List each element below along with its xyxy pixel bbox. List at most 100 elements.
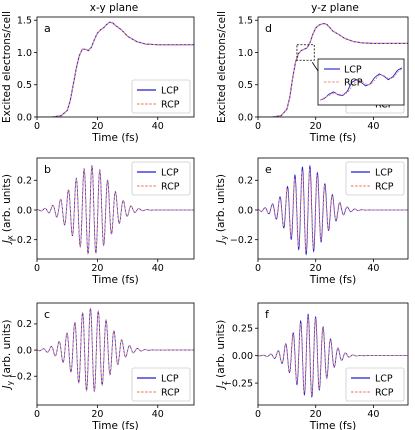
legend: LCP RCP <box>345 161 405 196</box>
series-line-rcp <box>37 307 194 392</box>
axes-frame <box>36 157 195 260</box>
panel-d: 0 20 40 0.0 0.5 1.0 1.5 Time (fs) Excited electr… <box>216 11 409 144</box>
column-title-left: x-y plane <box>90 2 139 14</box>
plot-area <box>258 313 408 398</box>
series-line-rcp <box>37 21 194 117</box>
panel-a: 0 20 40 0.0 0.5 1.0 1.5 Time (fs) Excited electr… <box>1 11 195 144</box>
plot-area <box>37 165 194 255</box>
legend: LCP RCP <box>131 367 191 402</box>
x-tick-label: 20 <box>310 263 322 274</box>
y-axis-label: Jy (arb. units) <box>215 174 229 245</box>
series-line-lcp <box>37 165 194 255</box>
x-tick-label: 0 <box>34 409 40 420</box>
plot-area <box>37 21 194 117</box>
y-tick-label: −0.2 <box>230 235 253 246</box>
axes-frame <box>36 302 195 406</box>
panel-label: f <box>265 308 270 321</box>
x-tick-label: 0 <box>255 263 261 274</box>
y-tick-label: 0.5 <box>238 80 253 91</box>
panel-e: 0 20 40 −0.2 0.0 0.2 Time (fs) Jy (arb. units) e… <box>215 157 409 286</box>
y-tick-label: 0.0 <box>238 205 253 216</box>
x-axis-label: Time (fs) <box>91 420 138 430</box>
legend-label: LCP <box>161 168 179 179</box>
panel-f: 0 20 40 −0.25 0.00 0.25 Time (fs) Jz (arb. unit… <box>215 302 409 430</box>
inset-legend-label: RCP <box>344 78 363 89</box>
y-tick-label: 0.0 <box>17 205 32 216</box>
y-axis-label: Excited electrons/cell <box>216 11 228 123</box>
x-tick-label: 40 <box>152 263 164 274</box>
legend: LCP RCP <box>131 161 191 196</box>
x-tick-label: 40 <box>367 263 379 274</box>
panel-label: b <box>44 163 51 176</box>
x-axis-label: Time (fs) <box>91 274 138 286</box>
x-tick-label: 20 <box>91 409 103 420</box>
y-tick-label: 0.0 <box>17 112 32 123</box>
x-axis-label: Time (fs) <box>309 274 356 286</box>
x-tick-label: 20 <box>310 409 322 420</box>
legend-label: LCP <box>161 86 179 97</box>
legend-label: RCP <box>161 388 180 399</box>
inset-line-rcp <box>319 68 403 101</box>
panel-label: a <box>44 22 51 35</box>
y-tick-label: −0.2 <box>9 235 32 246</box>
x-tick-label: 0 <box>34 121 40 132</box>
axes-frame <box>257 302 409 406</box>
x-tick-label: 20 <box>91 121 103 132</box>
panel-label: e <box>265 163 272 176</box>
legend-label: LCP <box>375 168 393 179</box>
x-axis-label: Time (fs) <box>309 132 356 144</box>
x-tick-label: 0 <box>255 409 261 420</box>
y-tick-label: 1.5 <box>238 16 253 27</box>
series-line-rcp <box>258 22 408 117</box>
inset-line-lcp <box>319 67 403 101</box>
legend-label: RCP <box>161 182 180 193</box>
y-tick-label: 1.0 <box>17 48 32 59</box>
column-title-right: y-z plane <box>311 2 359 14</box>
y-tick-label: 0.5 <box>17 80 32 91</box>
x-tick-label: 20 <box>310 121 322 132</box>
plot-area <box>258 164 408 256</box>
legend-label: RCP <box>375 388 394 399</box>
x-tick-label: 40 <box>152 409 164 420</box>
x-tick-label: 40 <box>152 121 164 132</box>
panel-label: c <box>44 308 50 321</box>
x-tick-label: 0 <box>34 263 40 274</box>
series-line-rcp <box>258 169 408 252</box>
axes-frame <box>257 16 409 118</box>
y-tick-label: 1.5 <box>17 16 32 27</box>
y-tick-label: 0.0 <box>17 345 32 356</box>
inset-plot: LCP RCP <box>317 58 405 106</box>
legend: LCP RCP <box>131 79 191 114</box>
y-axis-label: Excited electrons/cell <box>1 11 13 123</box>
x-tick-label: 20 <box>91 263 103 274</box>
inset-legend-label: LCP <box>344 65 362 76</box>
x-axis-label: Time (fs) <box>91 132 138 144</box>
legend-label: LCP <box>375 374 393 385</box>
panels-group: 0 20 40 0.0 0.5 1.0 1.5 Time (fs) Excited electr… <box>1 11 409 430</box>
legend-label: RCP <box>375 182 394 193</box>
y-tick-label: 0.0 <box>238 112 253 123</box>
y-tick-label: 0.2 <box>238 176 253 187</box>
panel-c: 0 20 40 −0.2 0.0 0.2 Time (fs) Jy (arb. units) c… <box>1 302 195 430</box>
legend: LCP RCP <box>345 367 405 402</box>
y-tick-label: 0.2 <box>17 176 32 187</box>
panel-b: 0 20 40 −0.2 0.0 0.2 Time (fs) Jx (arb. units) b… <box>1 157 195 286</box>
legend-label: LCP <box>161 374 179 385</box>
axes-frame <box>257 157 409 260</box>
plot-area <box>37 307 194 392</box>
x-tick-label: 40 <box>367 409 379 420</box>
axes-frame <box>36 16 195 118</box>
y-tick-label: 0.2 <box>17 319 32 330</box>
y-tick-label: 1.0 <box>238 48 253 59</box>
y-tick-label: −0.25 <box>224 378 253 389</box>
x-tick-label: 0 <box>255 121 261 132</box>
x-axis-label: Time (fs) <box>309 420 356 430</box>
y-axis-label: Jz (arb. units) <box>215 320 229 390</box>
plot-area <box>258 22 408 117</box>
y-tick-label: −0.2 <box>9 372 32 383</box>
legend-label: RCP <box>161 100 180 111</box>
x-tick-label: 40 <box>367 121 379 132</box>
y-axis-label: Jx (arb. units) <box>1 174 15 245</box>
y-axis-label: Jy (arb. units) <box>1 320 15 391</box>
